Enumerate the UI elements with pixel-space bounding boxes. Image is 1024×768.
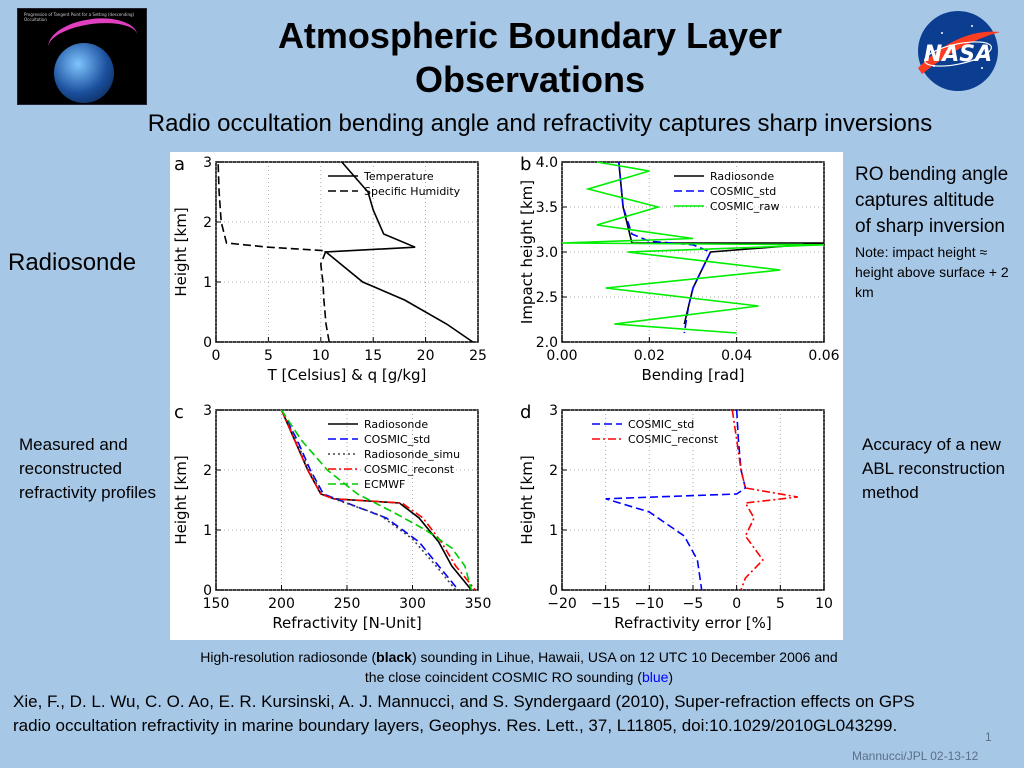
panel-d-y-axis-label: Height [km] [518,455,536,544]
earth-globe-icon [54,43,114,103]
panel-b-legend-label: COSMIC_raw [710,200,780,213]
panel-c-legend-label: ECMWF [364,478,405,491]
panel-b-letter: b [520,154,531,175]
panel-a-legend-label: Temperature [363,170,434,183]
panel-d-letter: d [520,402,531,423]
panel-a-frame [215,161,479,343]
panel-a-y-tick-label: 0 [203,335,212,351]
reference-citation: Xie, F., D. L. Wu, C. O. Ao, E. R. Kursi… [13,692,915,735]
panel-c-series-ecmwf [280,409,473,591]
panel-d-y-tick-label: 1 [549,523,558,539]
panel-b-y-tick-label: 3.0 [536,245,558,261]
panel-b-x-tick-label: 0.04 [721,348,752,364]
panel-d-y-tick-label: 2 [549,463,558,479]
panel-b-y-axis-label: Impact height [km] [518,180,536,324]
panel-a-series-temperature [323,161,474,343]
panel-c-legend-label: COSMIC_reconst [364,463,455,476]
panel-c-x-tick-label: 250 [334,596,361,612]
figure-caption: High-resolution radiosonde (black) sound… [199,647,839,687]
panel-c-x-tick-label: 200 [268,596,295,612]
panel-d-x-tick-label: −10 [635,596,665,612]
panel-b-y-tick-label: 3.5 [536,200,558,216]
panel-c-x-tick-label: 150 [203,596,230,612]
panel-c-y-axis-label: Height [km] [172,455,190,544]
panel-c-legend-label: Radiosonde_simu [364,448,460,461]
panel-a-y-axis-label: Height [km] [172,207,190,296]
accuracy-note: Accuracy of a new ABL reconstruction met… [862,435,1005,502]
panel-b-x-axis-label: Bending [rad] [641,366,744,384]
panel-d-x-axis-label: Refractivity error [%] [614,614,772,632]
panel-b-x-tick-label: 0.02 [634,348,665,364]
panel-b-series-cosmic-std [618,161,712,334]
measured-note: Measured and reconstructed refractivity … [19,435,156,502]
caption-black-word: black [376,649,412,665]
slide-subtitle: Radio occultation bending angle and refr… [147,110,933,137]
panel-d-x-tick-label: 5 [776,596,785,612]
panel-c-series-cosmic-std [280,409,460,591]
panel-b-legend-label: COSMIC_std [710,185,776,198]
panel-a-x-axis-label: T [Celsius] & q [g/kg] [267,366,427,384]
panel-c-y-tick-label: 1 [203,523,212,539]
slide-footer: Mannucci/JPL 02-13-12 [852,749,979,763]
panel-b-frame [561,161,825,343]
panel-c-y-tick-label: 0 [203,583,212,599]
panel-d-x-tick-label: 0 [732,596,741,612]
occultation-thumbnail: Progression of Tangent Point for a Setti… [17,8,147,105]
panel-d-x-tick-label: 10 [815,596,833,612]
nasa-logo-text: NASA [924,42,992,67]
caption-part-2: ) sounding in Lihue, Hawaii, USA on 12 U… [364,649,838,685]
panel-c-x-tick-label: 300 [399,596,426,612]
panel-d-x-tick-label: −20 [547,596,577,612]
thumbnail-caption: Progression of Tangent Point for a Setti… [24,12,135,22]
panel-d-x-tick-label: −15 [591,596,621,612]
caption-part-1: High-resolution radiosonde ( [200,649,377,665]
panel-c-legend-label: Radiosonde [364,418,428,431]
panel-d-x-tick-label: −5 [683,596,704,612]
panel-a-x-tick-label: 15 [364,348,382,364]
panel-a-y-tick-label: 3 [203,155,212,171]
nasa-logo: NASA [918,11,1000,91]
panel-b-y-tick-label: 2.0 [536,335,558,351]
panel-a-legend-label: Specific Humidity [364,185,461,198]
panel-a-x-tick-label: 20 [417,348,435,364]
panel-d-legend-label: COSMIC_std [628,418,694,431]
panel-d-y-tick-label: 3 [549,403,558,419]
slide-title: Atmospheric Boundary Layer Observations [277,15,783,100]
panel-d-series-cosmic-reconst [731,409,798,591]
panel-b-y-tick-label: 4.0 [536,155,558,171]
radiosonde-label: Radiosonde [8,249,137,276]
panel-a-x-tick-label: 25 [469,348,487,364]
panel-d-legend-label: COSMIC_reconst [628,433,719,446]
panel-b-x-tick-label: 0.06 [808,348,839,364]
panel-b-series-cosmic-raw [561,161,825,334]
panel-a-x-tick-label: 5 [264,348,273,364]
panel-c-x-tick-label: 350 [465,596,492,612]
panel-a-y-tick-label: 1 [203,275,212,291]
panel-c-series-cosmic-reconst [280,409,477,591]
panel-b-y-tick-label: 2.5 [536,290,558,306]
ro-note-small: Note: impact height ≈ height above surfa… [855,244,1009,300]
panel-c-legend-label: COSMIC_std [364,433,430,446]
panel-a-y-tick-label: 2 [203,215,212,231]
caption-blue-word: blue [641,669,669,685]
panel-c-letter: c [174,402,184,423]
caption-part-3: ) [668,669,674,685]
panel-a-x-tick-label: 0 [212,348,221,364]
panel-c-y-tick-label: 3 [203,403,212,419]
panel-a-series-specific-humidity [217,161,330,343]
panel-b-legend-label: Radiosonde [710,170,774,183]
panel-a-x-tick-label: 10 [312,348,330,364]
ro-bending-note: RO bending angle captures altitude of sh… [855,162,1015,302]
ro-note-main: RO bending angle captures altitude of sh… [855,164,1009,237]
panel-c-x-axis-label: Refractivity [N-Unit] [272,614,421,632]
panel-b-x-tick-label: 0.00 [546,348,577,364]
panel-a-letter: a [174,154,185,175]
panel-d-y-tick-label: 0 [549,583,558,599]
slide-number: 1 [985,730,992,744]
panel-c-y-tick-label: 2 [203,463,212,479]
